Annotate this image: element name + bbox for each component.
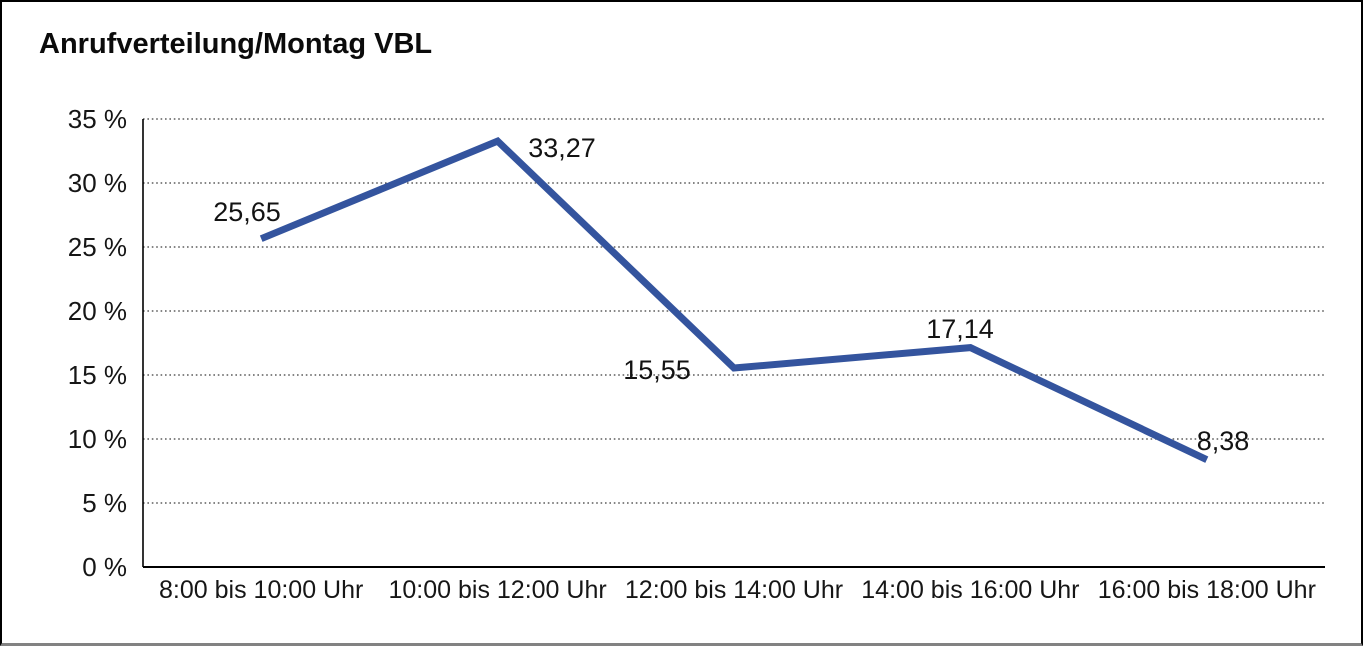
y-axis-tick-label-20: 20 % — [67, 296, 127, 326]
data-point-label-3: 17,14 — [926, 314, 994, 344]
y-axis-tick-label-15: 15 % — [67, 360, 127, 390]
x-axis-category-label-1: 10:00 bis 12:00 Uhr — [388, 576, 607, 604]
data-point-label-4: 8,38 — [1196, 426, 1250, 456]
x-axis-category-label-4: 16:00 bis 18:00 Uhr — [1097, 576, 1316, 604]
y-axis-tick-label-25: 25 % — [67, 232, 127, 262]
y-axis-tick-label-5: 5 % — [82, 488, 127, 518]
data-point-label-0: 25,65 — [213, 197, 281, 227]
x-axis-category-label-2: 12:00 bis 14:00 Uhr — [624, 576, 844, 604]
data-point-label-2: 15,55 — [623, 355, 691, 385]
x-axis-category-label-3: 14:00 bis 16:00 Uhr — [861, 576, 1080, 604]
data-series-line — [259, 136, 1209, 463]
y-axis-tick-label-0: 0 % — [82, 552, 127, 582]
y-axis-tick-label-30: 30 % — [67, 168, 127, 198]
y-axis-tick-label-35: 35 % — [67, 104, 127, 134]
y-axis-tick-label-10: 10 % — [67, 424, 127, 454]
data-point-label-1: 33,27 — [528, 133, 596, 163]
x-axis-category-label-0: 8:00 bis 10:00 Uhr — [159, 576, 364, 604]
chart-title: Anrufverteilung/Montag VBL — [39, 28, 433, 60]
